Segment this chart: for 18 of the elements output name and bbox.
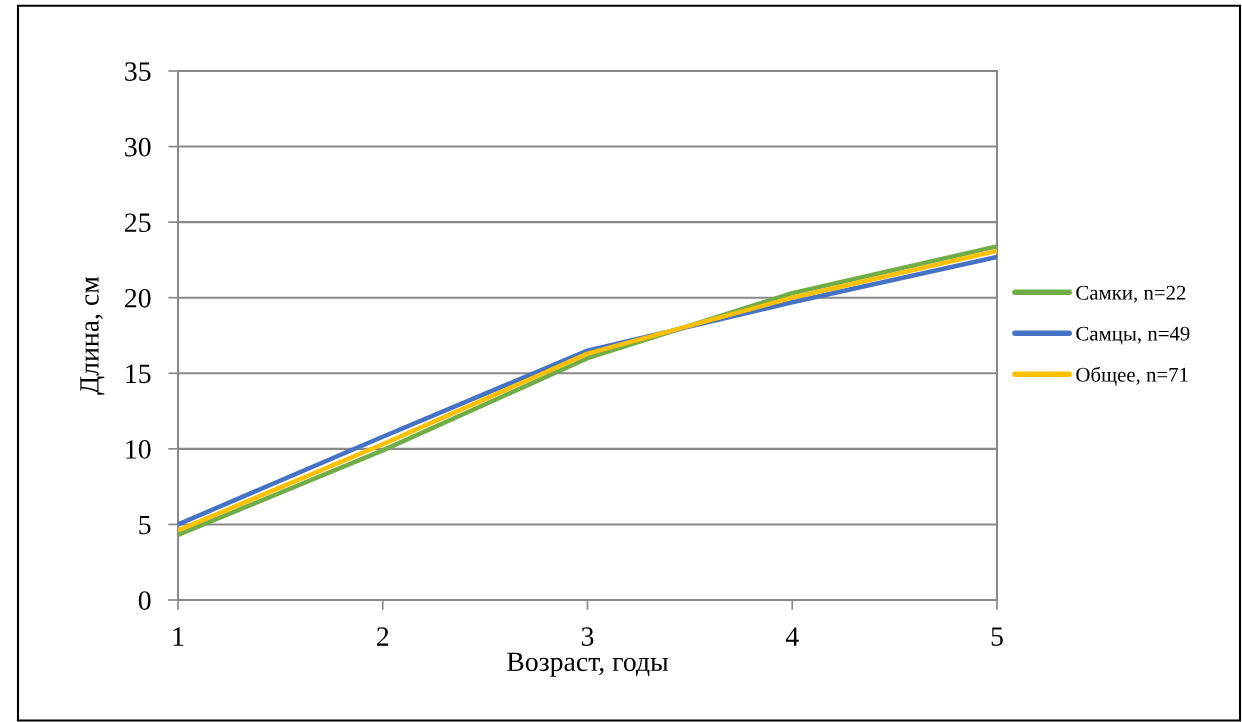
x-tick-label: 5: [991, 627, 1003, 646]
legend-label: Самцы, n=49: [1076, 326, 1190, 345]
y-axis-title: Длина, см: [80, 276, 105, 395]
x-tick-label: 3: [581, 627, 594, 646]
y-tick-label: 0: [138, 591, 151, 610]
x-axis-title: Возраст, годы: [507, 652, 669, 677]
legend-label: Самки, n=22: [1076, 285, 1186, 303]
x-tick-label: 1: [173, 627, 184, 646]
y-tick-label: 30: [125, 137, 151, 157]
x-tick-label: 2: [377, 627, 389, 646]
y-tick-label: 35: [125, 62, 151, 81]
y-tick-label: 5: [139, 515, 151, 535]
legend-label: Общее, n=71: [1076, 366, 1188, 386]
y-tick-label: 20: [125, 288, 151, 308]
y-tick-label: 25: [125, 213, 151, 233]
x-tick-label: 4: [785, 627, 799, 646]
y-tick-label: 15: [126, 364, 151, 384]
y-tick-label: 10: [126, 440, 151, 459]
